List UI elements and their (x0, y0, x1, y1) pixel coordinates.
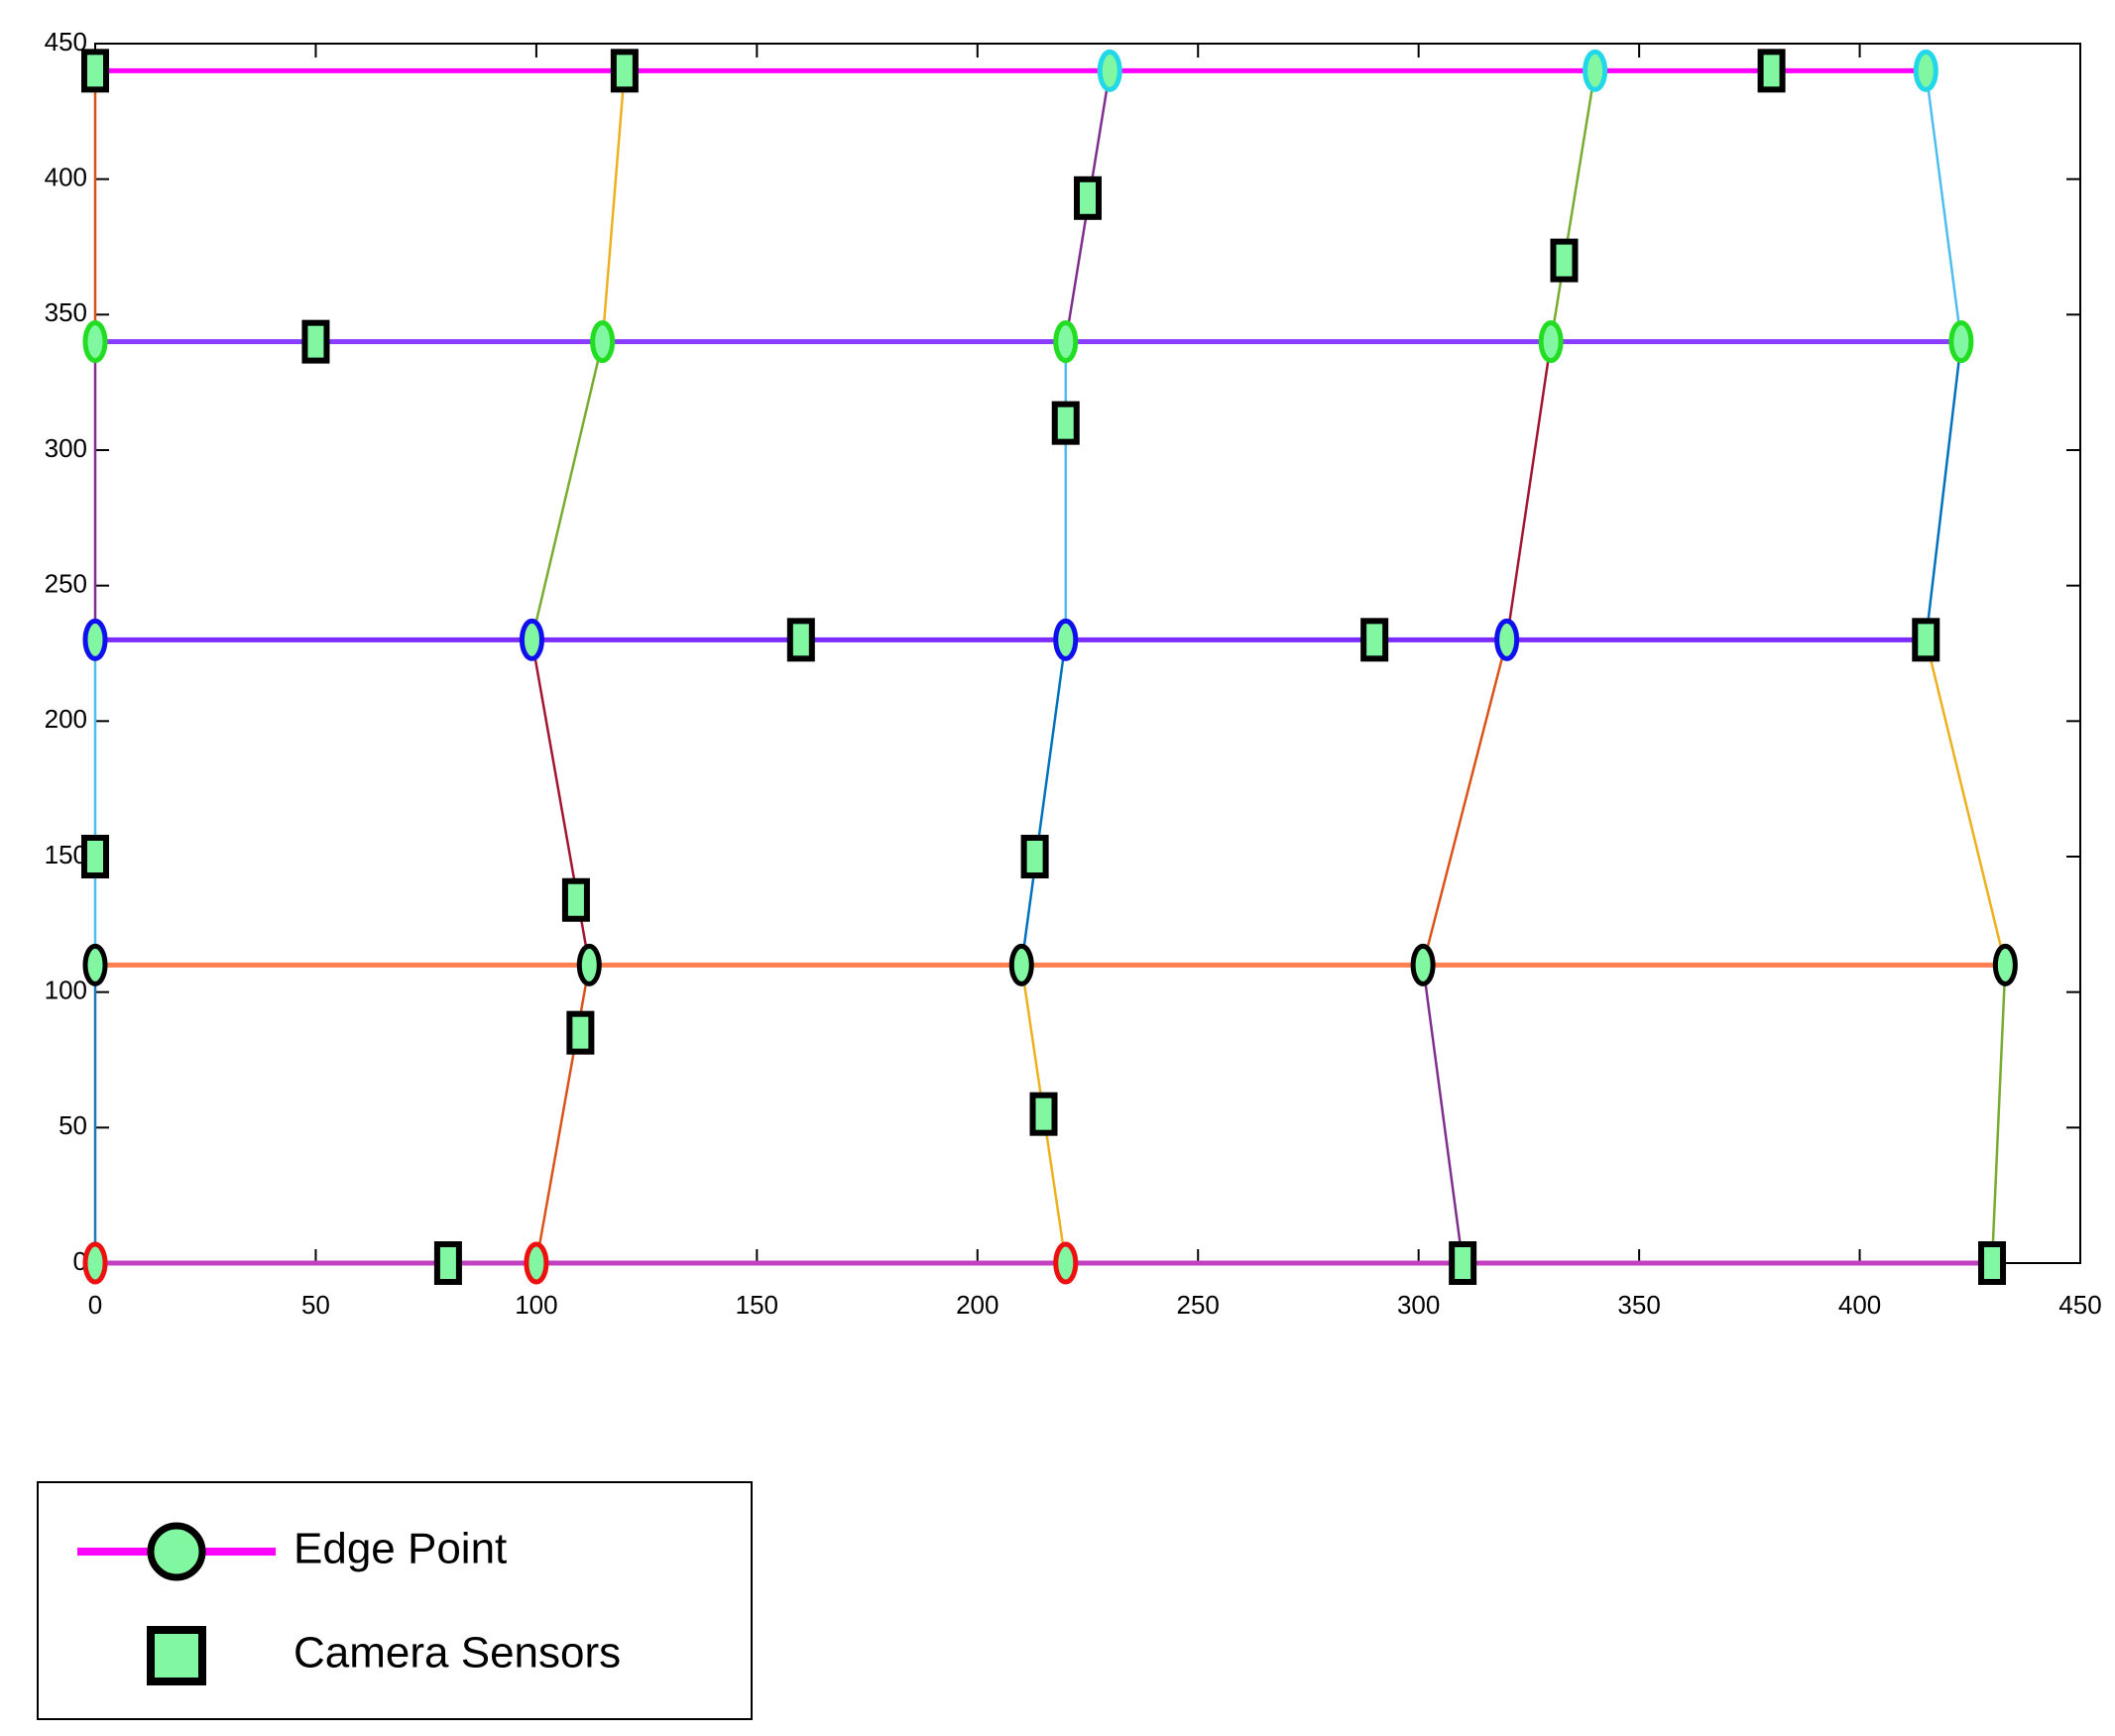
camera-sensor (433, 1241, 462, 1285)
edge-point (576, 943, 602, 986)
x-tick-label: 400 (1838, 1290, 1881, 1320)
camera-sensor (1550, 238, 1579, 283)
legend-box (37, 1481, 753, 1720)
y-tick-label: 350 (45, 297, 87, 327)
camera-sensor (1360, 618, 1389, 662)
edge-point (82, 1241, 108, 1285)
camera-sensor (1029, 1092, 1058, 1136)
y-tick-label: 300 (45, 433, 87, 463)
edge-point (1053, 1241, 1079, 1285)
camera-sensor (1978, 1241, 2007, 1285)
x-tick-label: 0 (88, 1290, 102, 1320)
edge-point (1053, 320, 1079, 364)
y-tick-label: 400 (45, 163, 87, 192)
edge-point (1410, 943, 1436, 986)
y-tick-label: 200 (45, 704, 87, 734)
edge-point (1008, 943, 1034, 986)
x-tick-label: 450 (2058, 1290, 2101, 1320)
edge-point (82, 943, 108, 986)
x-tick-label: 50 (301, 1290, 330, 1320)
y-tick-label: 150 (45, 840, 87, 869)
edge-point (1948, 320, 1974, 364)
camera-sensor (566, 1010, 595, 1055)
legend-marker (147, 1522, 206, 1581)
y-tick-label: 50 (59, 1110, 87, 1140)
edge (1925, 639, 2007, 966)
camera-sensor (561, 877, 590, 922)
y-tick-label: 250 (45, 569, 87, 599)
edge (530, 341, 604, 640)
edge-point (82, 618, 108, 661)
plot-area (94, 43, 2081, 1264)
edge-point (524, 1241, 549, 1285)
x-tick-label: 350 (1617, 1290, 1660, 1320)
edge (1549, 70, 1596, 342)
y-tick-label: 450 (45, 27, 87, 57)
legend-label: Edge Point (294, 1525, 507, 1573)
camera-sensor (301, 319, 330, 364)
x-tick-label: 250 (1177, 1290, 1220, 1320)
camera-sensor (1074, 175, 1102, 220)
edge-point (1097, 49, 1122, 92)
edge (1505, 341, 1553, 640)
x-tick-label: 300 (1397, 1290, 1440, 1320)
edge-point (1538, 320, 1564, 364)
edge-point (590, 320, 616, 364)
camera-sensor (610, 49, 639, 93)
camera-sensor (1051, 401, 1080, 445)
edge (1020, 639, 1067, 966)
camera-sensor (81, 835, 109, 878)
edge-point (519, 618, 544, 661)
edge (1925, 70, 1963, 342)
edge-point (82, 320, 108, 364)
edge-point (1913, 49, 1939, 92)
camera-sensor (1020, 835, 1049, 878)
y-tick-label: 100 (45, 976, 87, 1005)
x-tick-label: 200 (956, 1290, 999, 1320)
edge-point (1583, 49, 1608, 92)
x-tick-label: 100 (515, 1290, 557, 1320)
camera-sensor (786, 618, 815, 662)
legend-marker (147, 1626, 206, 1685)
camera-sensor (1912, 618, 1940, 662)
edge-point (1494, 618, 1520, 661)
edge (1421, 965, 1465, 1264)
legend-label: Camera Sensors (294, 1629, 621, 1678)
edge (601, 70, 627, 342)
edge-point (1992, 943, 2018, 986)
edge (1925, 341, 1963, 640)
camera-sensor (1449, 1241, 1477, 1285)
x-tick-label: 150 (736, 1290, 778, 1320)
edge-point (1053, 618, 1079, 661)
camera-sensor (81, 49, 109, 93)
camera-sensor (1757, 49, 1786, 93)
edge (1990, 965, 2007, 1264)
edge (1421, 639, 1508, 966)
